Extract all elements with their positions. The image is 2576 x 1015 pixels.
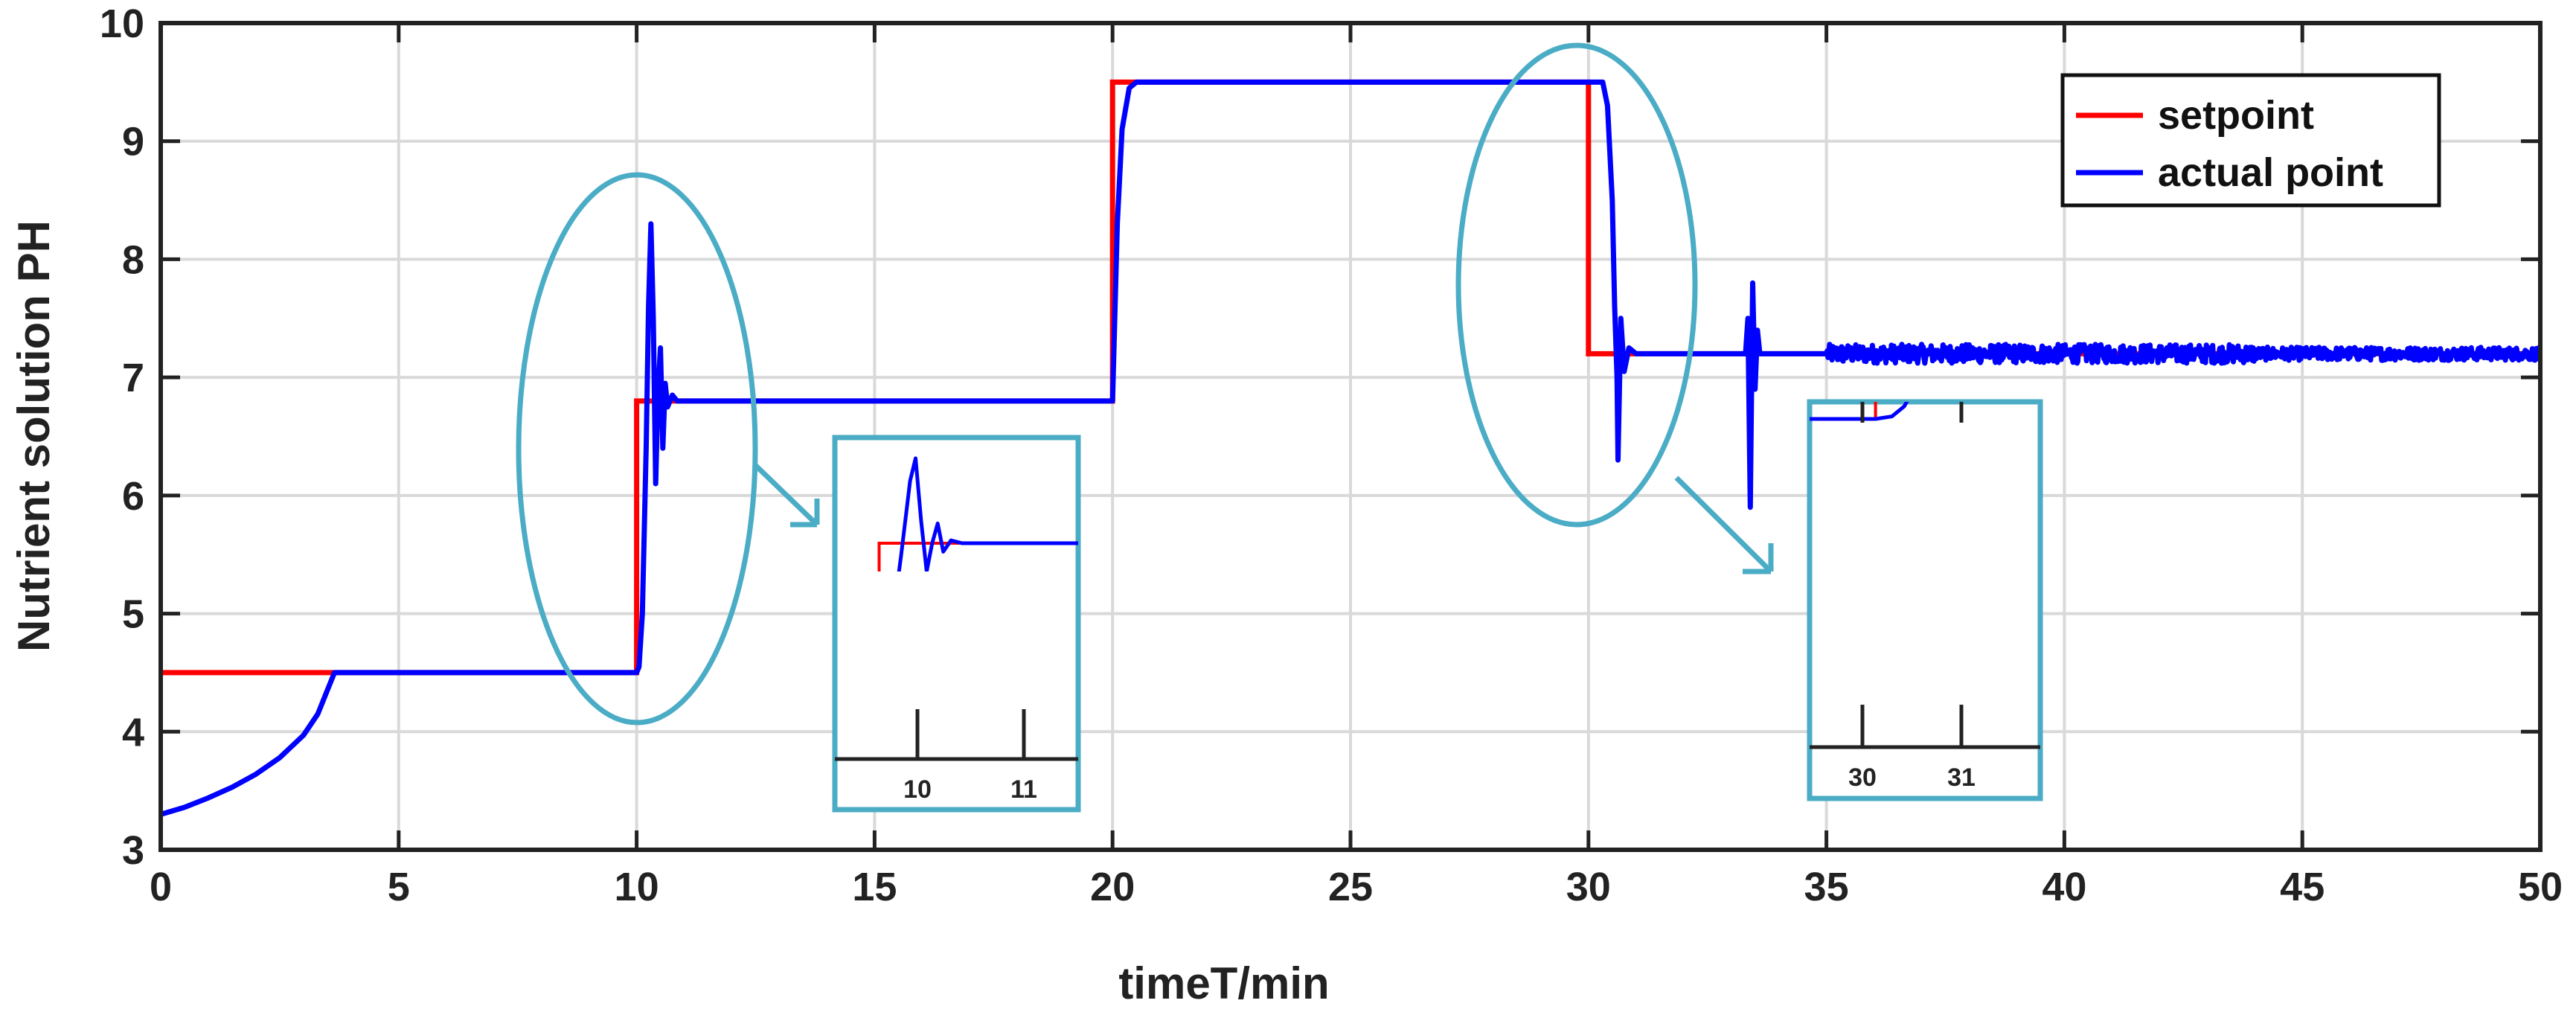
inset-zoom-10min: 10 11	[832, 435, 1081, 813]
inset-actual-line-10min	[897, 456, 1078, 571]
x-tick-label: 5	[388, 865, 410, 909]
y-tick-label: 3	[122, 828, 144, 873]
annotation-marks	[516, 42, 1774, 726]
x-axis-label: timeT/min	[1118, 958, 1329, 1008]
inset-actual-line-30min	[1810, 402, 1909, 421]
x-tick-label: 25	[1328, 865, 1373, 909]
y-tick-label: 7	[122, 356, 144, 400]
inset-frame-10min	[832, 435, 1081, 813]
arrow-to-inset-10min	[753, 463, 820, 528]
legend-label-setpoint: setpoint	[2158, 93, 2314, 138]
legend: setpoint actual point	[2060, 73, 2441, 208]
x-axis-ticks: 0 5 10 15 20 25 30 35 40 45 50	[150, 23, 2563, 909]
y-axis-label: Nutrient solution PH	[9, 220, 59, 652]
inset-tick-label: 31	[1947, 763, 1976, 792]
inset-tick-label: 10	[903, 775, 932, 804]
series-line-actual-point	[161, 79, 2540, 817]
x-tick-label: 40	[2042, 865, 2086, 909]
y-axis-ticks: 3 4 5 6 7 8 9 10	[100, 1, 2540, 873]
inset-tick-label: 30	[1848, 763, 1877, 792]
x-tick-label: 35	[1804, 865, 1849, 909]
inset-frame-30min	[1807, 399, 2043, 801]
x-tick-label: 10	[615, 865, 659, 909]
inset-axis-10min	[835, 709, 1078, 761]
x-tick-label: 20	[1090, 865, 1135, 909]
x-tick-label: 0	[150, 865, 172, 909]
y-tick-label: 10	[100, 1, 144, 46]
inset-axis-30min	[1810, 402, 2040, 749]
x-tick-label: 50	[2518, 865, 2563, 909]
y-tick-label: 4	[122, 710, 144, 755]
x-tick-label: 30	[1566, 865, 1611, 909]
y-tick-label: 9	[122, 120, 144, 164]
legend-label-actual-point: actual point	[2158, 150, 2383, 195]
arrow-to-inset-30min	[1674, 476, 1774, 574]
inset-zoom-30min: 30 31	[1807, 399, 2043, 801]
inset-tick-label: 11	[1010, 775, 1037, 804]
y-tick-label: 5	[122, 592, 144, 637]
x-tick-label: 15	[852, 865, 897, 909]
x-tick-label: 45	[2280, 865, 2325, 909]
highlight-ellipse-30min	[1455, 42, 1698, 528]
y-tick-label: 6	[122, 474, 144, 519]
legend-box	[2060, 73, 2441, 208]
y-tick-label: 8	[122, 237, 144, 282]
series-line-setpoint	[161, 79, 2540, 676]
highlight-ellipse-10min	[516, 172, 758, 726]
